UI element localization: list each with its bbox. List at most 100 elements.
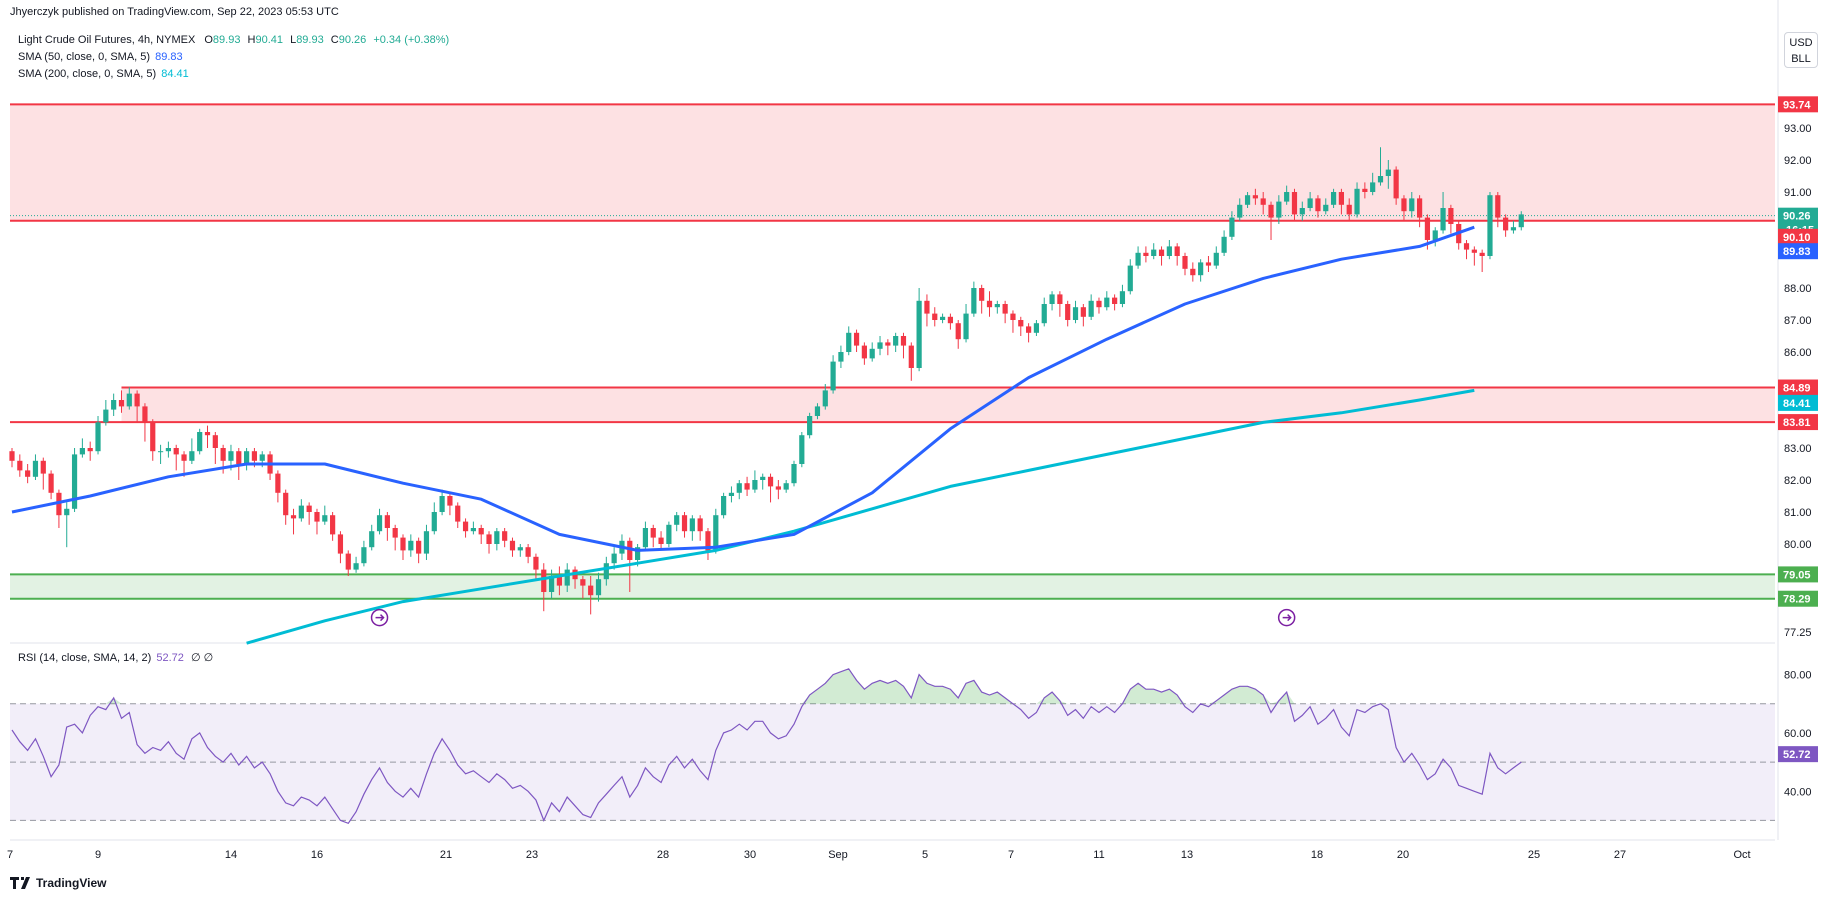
candle-body bbox=[1354, 188, 1360, 215]
candle-body bbox=[244, 451, 250, 464]
candle-body bbox=[103, 409, 109, 423]
candle-body bbox=[1260, 198, 1266, 205]
candle-body bbox=[259, 454, 265, 461]
low-value: 89.93 bbox=[296, 34, 324, 46]
sma200-value: 84.41 bbox=[161, 68, 189, 80]
candle-body bbox=[1026, 326, 1032, 333]
candle-body bbox=[462, 521, 469, 532]
candle-body bbox=[95, 422, 101, 452]
price-badge-label: 83.81 bbox=[1783, 417, 1811, 429]
rsi-overbought-fill bbox=[1271, 692, 1295, 704]
price-tick-label: 87.00 bbox=[1784, 315, 1812, 327]
time-tick-label: 13 bbox=[1181, 849, 1193, 861]
candle-body bbox=[1510, 227, 1517, 231]
candle-body bbox=[650, 528, 656, 538]
candle-body bbox=[1143, 252, 1149, 256]
candle-body bbox=[1182, 256, 1188, 269]
time-tick-label: Sep bbox=[828, 849, 848, 861]
candle-body bbox=[635, 547, 641, 560]
candle-body bbox=[955, 323, 961, 340]
candle-body bbox=[947, 316, 953, 324]
candle-body bbox=[509, 540, 516, 551]
rsi-last-label: 52.72 bbox=[1783, 749, 1811, 761]
tradingview-logo[interactable]: TradingView bbox=[10, 876, 106, 890]
price-badge-sma50 bbox=[1778, 243, 1818, 260]
candle-body bbox=[126, 393, 132, 407]
price-tick-label: 80.00 bbox=[1784, 539, 1812, 551]
candle-body bbox=[181, 454, 187, 461]
time-tick-label: 30 bbox=[744, 849, 756, 861]
rsi-tick-label: 80.00 bbox=[1784, 670, 1812, 682]
candle-body bbox=[1057, 294, 1063, 304]
candle-body bbox=[290, 515, 297, 519]
open-value: 89.93 bbox=[212, 34, 241, 46]
candle-body bbox=[251, 451, 258, 461]
candle-body bbox=[877, 342, 883, 349]
candle-body bbox=[337, 534, 344, 554]
candle-body bbox=[697, 518, 703, 532]
candle-body bbox=[1065, 304, 1071, 320]
price-tick-label: 82.00 bbox=[1784, 475, 1812, 487]
tradingview-logo-icon bbox=[10, 877, 30, 889]
candle-body bbox=[1291, 192, 1298, 215]
candle-body bbox=[48, 473, 54, 493]
candle-body bbox=[494, 531, 500, 544]
price-tick-label: 83.00 bbox=[1784, 443, 1812, 455]
zone-support-fill bbox=[10, 574, 1775, 599]
candle-body bbox=[885, 342, 891, 346]
candle-body bbox=[1518, 214, 1524, 228]
candle-body bbox=[1440, 208, 1446, 231]
time-tick-label: 21 bbox=[440, 849, 452, 861]
price-badge-zone-red bbox=[1778, 379, 1818, 396]
time-tick-label: 9 bbox=[95, 849, 101, 861]
candle-body bbox=[689, 518, 695, 532]
candle-body bbox=[1041, 304, 1047, 324]
candle-body bbox=[564, 569, 570, 586]
time-tick-label: 27 bbox=[1614, 849, 1626, 861]
candle-body bbox=[134, 393, 140, 407]
low-label: L bbox=[290, 34, 297, 46]
candle-body bbox=[681, 515, 688, 532]
rsi-value: 52.72 bbox=[156, 652, 184, 664]
candle-body bbox=[142, 406, 148, 423]
candle-body bbox=[111, 400, 117, 410]
candle-body bbox=[1096, 300, 1102, 308]
candle-body bbox=[900, 336, 907, 346]
candle-body bbox=[322, 515, 328, 522]
candle-body bbox=[1190, 268, 1196, 276]
sma50-legend[interactable]: SMA (50, close, 0, SMA, 5) 89.83 bbox=[18, 51, 183, 63]
candle-body bbox=[603, 563, 609, 580]
candle-body bbox=[314, 512, 320, 522]
price-tick-label: 93.00 bbox=[1784, 123, 1812, 135]
change-value: +0.34 (+0.38%) bbox=[373, 34, 450, 46]
candle-body bbox=[1010, 313, 1016, 320]
candle-body bbox=[1417, 198, 1423, 218]
price-badge-label: 90.10 bbox=[1783, 232, 1811, 244]
tradingview-brand: TradingView bbox=[36, 876, 107, 890]
candle-body bbox=[1158, 249, 1165, 256]
candle-body bbox=[470, 528, 476, 532]
price-badge-label: 79.05 bbox=[1783, 569, 1811, 581]
event-marker-arrow bbox=[375, 614, 385, 622]
candle-body bbox=[478, 528, 484, 535]
candle-body bbox=[1323, 204, 1329, 212]
candle-body bbox=[916, 300, 922, 368]
candle-body bbox=[486, 534, 492, 544]
candle-body bbox=[1377, 176, 1384, 183]
currency-unit-button[interactable]: USD BLL bbox=[1784, 32, 1818, 68]
candle-body bbox=[1463, 243, 1470, 250]
candle-body bbox=[189, 451, 195, 461]
time-tick-label: 28 bbox=[657, 849, 669, 861]
sma200-legend[interactable]: SMA (200, close, 0, SMA, 5) 84.41 bbox=[18, 68, 189, 80]
candle-body bbox=[846, 332, 852, 352]
candle-body bbox=[830, 361, 836, 391]
candle-body bbox=[1307, 198, 1313, 208]
rsi-legend[interactable]: RSI (14, close, SMA, 14, 2) 52.72 ∅ ∅ bbox=[18, 651, 213, 664]
candle-body bbox=[580, 579, 586, 586]
candle-body bbox=[588, 585, 594, 596]
candle-body bbox=[9, 451, 15, 461]
price-tick-label: 86.00 bbox=[1784, 347, 1812, 359]
candle-body bbox=[1221, 236, 1227, 253]
currency-label: USD bbox=[1789, 37, 1813, 49]
